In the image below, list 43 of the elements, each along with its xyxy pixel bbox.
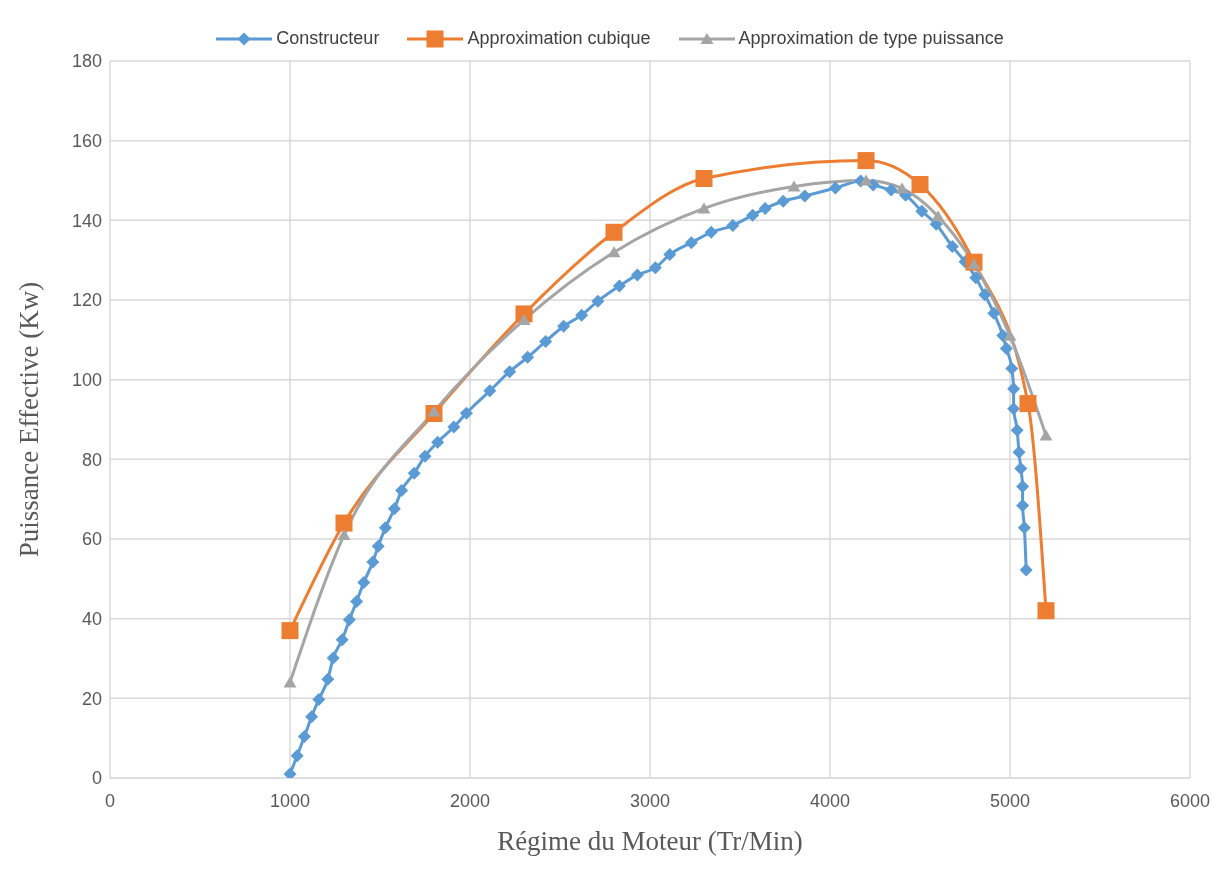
y-tick-label: 180 [71, 51, 102, 72]
point [931, 210, 945, 222]
x-tick-label: 2000 [449, 790, 491, 811]
x-tick-label: 3000 [629, 790, 671, 811]
x-axis-title: Régime du Moteur (Tr/Min) [497, 826, 803, 856]
point [281, 622, 299, 640]
point [697, 202, 711, 214]
legend-label: Constructeur [275, 28, 380, 49]
point [283, 676, 297, 688]
point [895, 182, 909, 194]
y-tick-label: 60 [81, 529, 102, 550]
point [605, 223, 623, 241]
x-tick-label: 5000 [989, 790, 1031, 811]
y-tick-label: 40 [81, 609, 102, 630]
y-tick-label: 0 [91, 768, 102, 789]
y-tick-label: 140 [71, 210, 102, 231]
point [967, 258, 981, 270]
point [857, 152, 875, 170]
point [607, 246, 621, 258]
point [335, 514, 353, 532]
x-tick-label: 1000 [269, 790, 311, 811]
point [787, 180, 801, 192]
y-tick-label: 120 [71, 290, 102, 311]
legend-label: Approximation de type puissance [737, 28, 1004, 49]
y-tick-label: 80 [81, 449, 102, 470]
x-tick-label: 4000 [809, 790, 851, 811]
y-tick-label: 160 [71, 131, 102, 152]
point [517, 313, 531, 325]
point [1003, 329, 1017, 341]
point [1019, 395, 1037, 413]
point [859, 174, 873, 186]
y-axis-title: Puissance Effective (Kw) [13, 281, 44, 558]
legend-label: Approximation cubique [466, 28, 651, 49]
point [911, 175, 929, 193]
point [695, 170, 713, 188]
point [427, 405, 441, 417]
y-tick-label: 100 [71, 370, 102, 391]
point [337, 529, 351, 541]
point [1037, 602, 1055, 620]
y-tick-label: 20 [81, 688, 102, 709]
point [1039, 429, 1053, 441]
x-tick-label: 6000 [1169, 790, 1211, 811]
x-tick-label: 0 [104, 790, 116, 811]
